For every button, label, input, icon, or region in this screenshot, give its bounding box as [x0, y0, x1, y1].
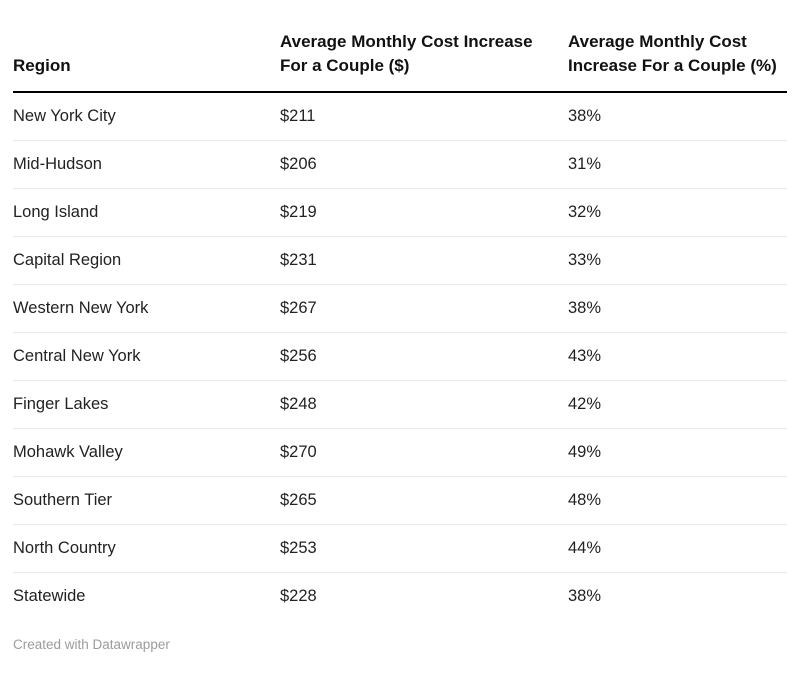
percent-cell: 49%	[568, 428, 787, 477]
data-table: Region Average Monthly Cost Increase For…	[13, 30, 787, 620]
region-cell: Statewide	[13, 587, 86, 605]
region-cell: Western New York	[13, 284, 280, 333]
percent-cell: 31%	[568, 140, 787, 189]
dollar-cell: $231	[280, 236, 568, 285]
table-body: New York City $211 38% Mid-Hudson $206 31% Lon…	[13, 92, 787, 620]
datawrapper-attribution-link[interactable]: Created with Datawrapper	[13, 637, 170, 652]
table-row: Statewide $228 38%	[13, 573, 787, 621]
region-cell: Long Island	[13, 188, 280, 237]
table-row: North Country $253 44%	[13, 524, 787, 573]
region-cell: Finger Lakes	[13, 380, 280, 429]
table-row: Capital Region $231 33%	[13, 236, 787, 285]
dollar-cell: $219	[280, 188, 568, 237]
column-header-dollar-increase: Average Monthly Cost Increase For a Coup…	[280, 30, 568, 93]
region-cell: Capital Region	[13, 236, 280, 285]
table-row: Finger Lakes $248 42%	[13, 380, 787, 429]
dollar-cell: $211	[280, 92, 568, 141]
percent-cell: 42%	[568, 380, 787, 429]
table-row: Western New York $267 38%	[13, 284, 787, 333]
table-row: Mohawk Valley $270 49%	[13, 428, 787, 477]
dollar-cell: $248	[280, 380, 568, 429]
dollar-cell: $228	[280, 587, 317, 605]
table-row: Mid-Hudson $206 31%	[13, 140, 787, 189]
column-header-percent-increase: Average Monthly Cost Increase For a Coup…	[568, 30, 787, 93]
dollar-cell: $267	[280, 284, 568, 333]
percent-cell: 38%	[568, 92, 787, 141]
percent-cell: 32%	[568, 188, 787, 237]
region-cell: Mohawk Valley	[13, 428, 280, 477]
dollar-cell: $256	[280, 332, 568, 381]
percent-cell: 43%	[568, 332, 787, 381]
table-row: New York City $211 38%	[13, 92, 787, 141]
region-cell: North Country	[13, 524, 280, 573]
dollar-cell: $253	[280, 524, 568, 573]
region-cell: Mid-Hudson	[13, 140, 280, 189]
region-cell: Southern Tier	[13, 476, 280, 525]
table-row: Central New York $256 43%	[13, 332, 787, 381]
table-header: Region Average Monthly Cost Increase For…	[13, 30, 787, 93]
percent-cell: 33%	[568, 236, 787, 285]
attribution-footer: Created with Datawrapper	[13, 637, 787, 653]
percent-cell: 38%	[568, 587, 602, 605]
table-row: Long Island $219 32%	[13, 188, 787, 237]
column-header-region: Region	[13, 30, 280, 93]
percent-cell: 48%	[568, 476, 787, 525]
dollar-cell: $265	[280, 476, 568, 525]
region-cell: Central New York	[13, 332, 280, 381]
percent-cell: 38%	[568, 284, 787, 333]
table-row: Southern Tier $265 48%	[13, 476, 787, 525]
header-row: Region Average Monthly Cost Increase For…	[13, 30, 787, 93]
region-cell: New York City	[13, 92, 280, 141]
datawrapper-table-page: Region Average Monthly Cost Increase For…	[13, 30, 787, 653]
dollar-cell: $270	[280, 428, 568, 477]
percent-cell: 44%	[568, 524, 787, 573]
dollar-cell: $206	[280, 140, 568, 189]
